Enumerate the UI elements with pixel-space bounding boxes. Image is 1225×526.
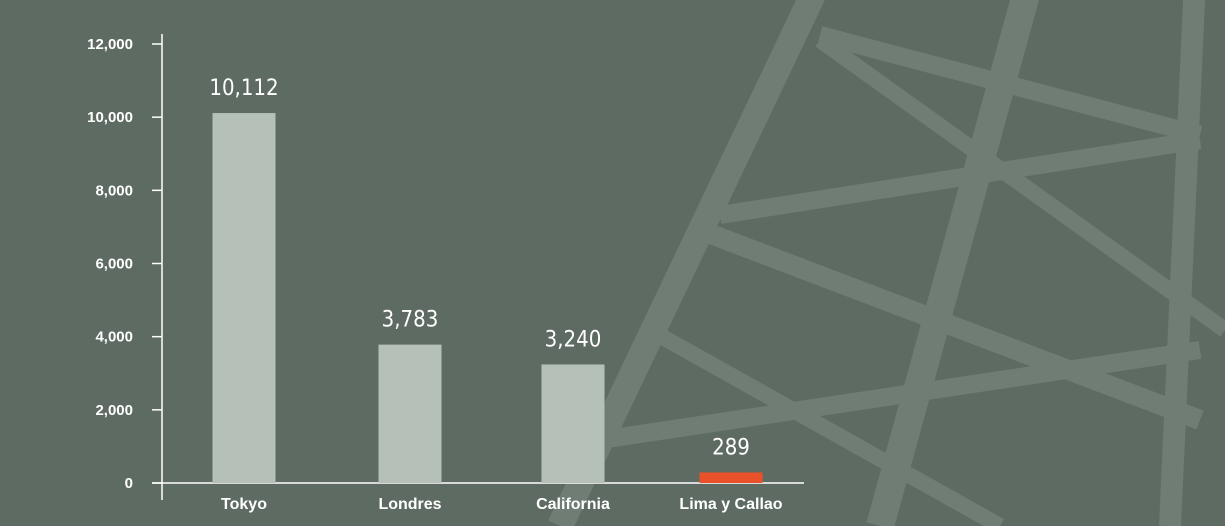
data-labels: 10,112 3,783 3,240 289 [209, 76, 750, 460]
y-tick-label: 8,000 [95, 182, 133, 199]
lattice-beam [598, 341, 1202, 449]
lattice-beam [815, 33, 1225, 337]
data-label: 3,240 [545, 327, 602, 352]
y-tick-label: 12,000 [87, 36, 133, 53]
category-label: Tokyo [221, 496, 267, 513]
bar-tokyo [212, 113, 276, 483]
y-tick-label: 4,000 [95, 329, 133, 346]
background-lattice-decoration [548, 0, 1225, 526]
category-label: California [536, 496, 610, 513]
data-label: 10,112 [209, 76, 278, 101]
bar-california [541, 364, 605, 483]
bar-londres [378, 344, 442, 483]
data-label: 3,783 [382, 308, 439, 333]
lattice-beam [696, 220, 1204, 430]
y-tick-label: 2,000 [95, 402, 133, 419]
category-labels: Tokyo Londres California Lima y Callao [221, 496, 783, 513]
lattice-beam [817, 26, 1203, 144]
category-label: Londres [378, 496, 441, 513]
y-tick-label: 6,000 [95, 256, 133, 273]
bars [212, 113, 763, 483]
y-tick-label: 0 [125, 475, 133, 492]
y-tick-label: 10,000 [87, 109, 133, 126]
bar-lima-y-callao [699, 472, 763, 483]
lattice-beam [646, 323, 1004, 526]
data-label: 289 [712, 435, 750, 460]
y-axis-ticks: 0 2,000 4,000 6,000 8,000 10,000 12,000 [87, 36, 162, 492]
lattice-beam [1159, 0, 1206, 526]
lattice-beam [866, 0, 1040, 526]
lattice-beam [718, 131, 1202, 224]
category-label: Lima y Callao [679, 496, 782, 513]
